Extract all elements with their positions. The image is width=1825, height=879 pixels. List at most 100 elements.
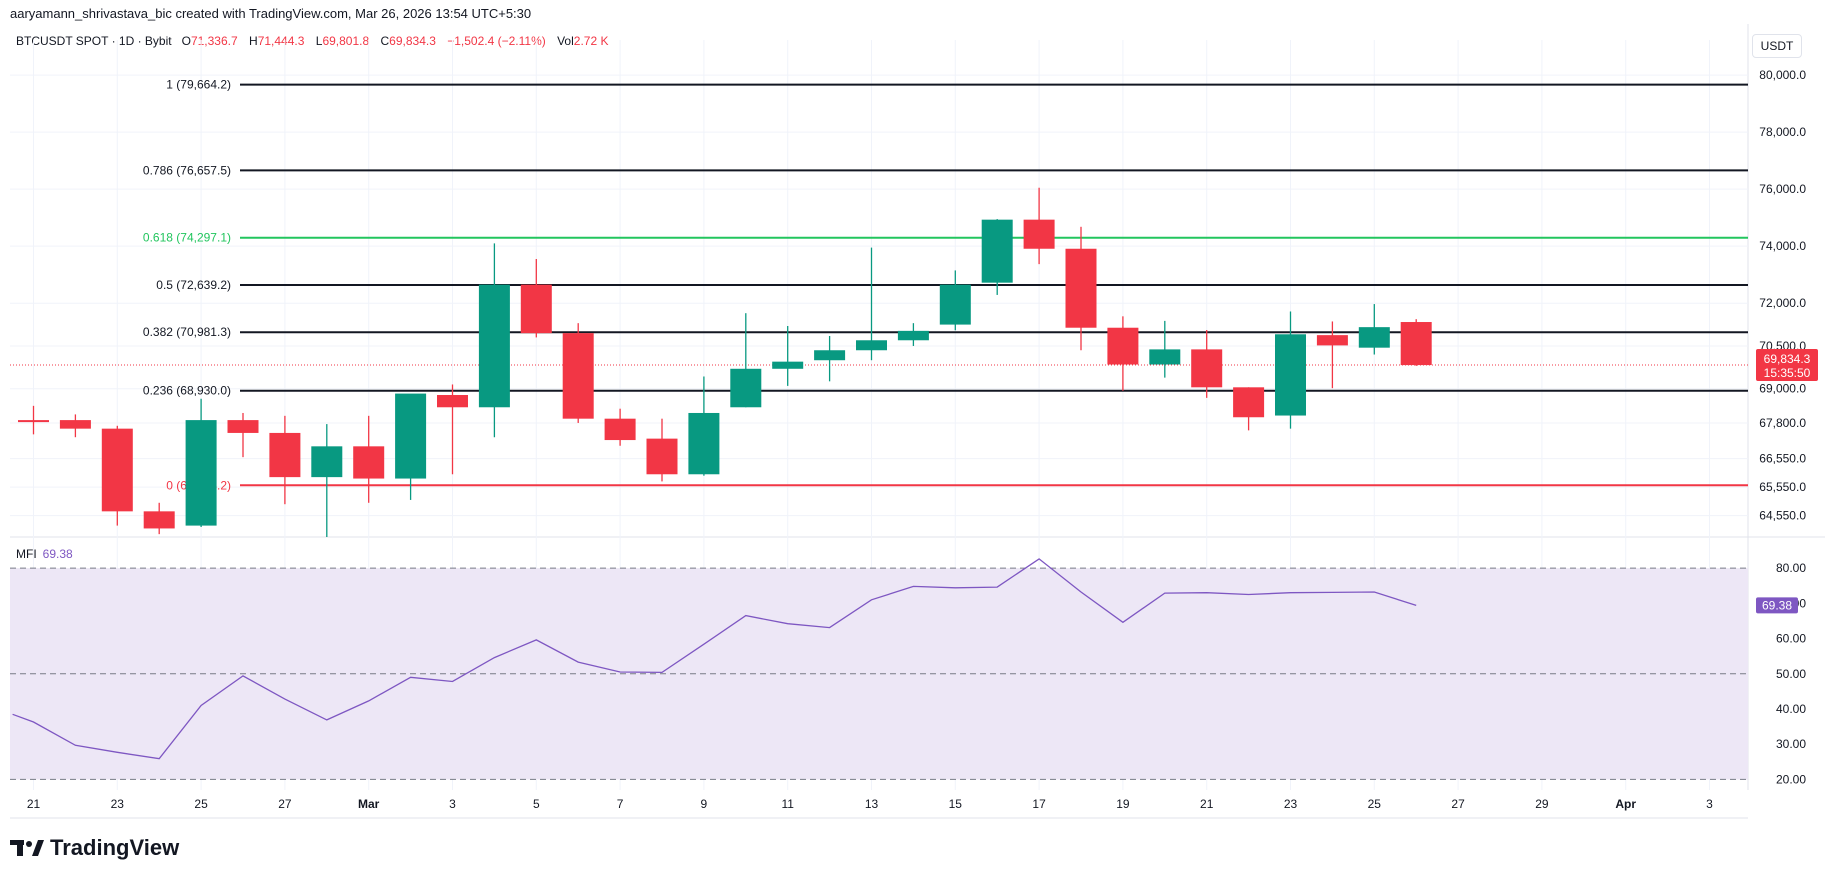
price-tick-label: 65,550.0 — [1759, 480, 1806, 494]
x-tick-label: Apr — [1615, 797, 1636, 811]
fib-level-label: 0.236 (68,930.0) — [143, 384, 231, 398]
x-tick-label: 5 — [533, 797, 540, 811]
fib-levels-layer: 1 (79,664.2) 0.786 (76,657.5) 0.618 (74,29… — [10, 78, 1748, 492]
candle-body — [1275, 334, 1306, 416]
mfi-layer — [12, 558, 1417, 760]
candle-body — [562, 333, 594, 419]
tradingview-logo-icon — [10, 840, 44, 856]
x-tick-label: 27 — [1451, 797, 1465, 811]
candle-body — [1358, 327, 1390, 348]
candle-body — [646, 438, 678, 475]
candle-body — [1149, 349, 1181, 365]
change-value: −1,502.4 (−2.11%) — [447, 34, 546, 48]
candle-body — [269, 432, 301, 478]
candle-body — [730, 368, 762, 408]
open-value: 71,336.7 — [190, 34, 238, 48]
candle-body — [1233, 387, 1265, 418]
symbol-legend: BTCUSDT SPOT · 1D · Bybit O71,336.7 H71,… — [16, 34, 616, 48]
x-tick-label: 15 — [949, 797, 963, 811]
price-tick-label: 64,550.0 — [1759, 509, 1806, 523]
high-value: 71,444.3 — [257, 34, 305, 48]
candle-body — [897, 330, 929, 341]
x-tick-label: 11 — [781, 797, 794, 811]
grid-layer — [10, 24, 1825, 819]
x-tick-label: 21 — [27, 797, 41, 811]
x-tick-label: 27 — [278, 797, 292, 811]
mfi-tick-label: 40.00 — [1776, 702, 1806, 716]
brand-name: TradingView — [50, 835, 180, 860]
x-tick-label: 17 — [1032, 797, 1046, 811]
candle-body — [772, 361, 804, 369]
low-value: 69,801.8 — [322, 34, 370, 48]
candle-body — [59, 420, 91, 429]
price-tick-label: 74,000.0 — [1759, 239, 1806, 253]
price-chart[interactable]: 1 (79,664.2) 0.786 (76,657.5) 0.618 (74,29… — [0, 0, 1825, 820]
fib-level-label: 0.618 (74,297.1) — [143, 231, 231, 245]
candle-body — [353, 446, 385, 479]
candle-body — [18, 420, 49, 423]
low-label: L — [315, 34, 323, 48]
x-tick-label: 3 — [449, 797, 456, 811]
candle-body — [1400, 322, 1432, 366]
candle-body — [1191, 349, 1223, 388]
price-tick-label: 72,000.0 — [1759, 296, 1806, 310]
candle-body — [1107, 327, 1139, 365]
mfi-tick-label: 30.00 — [1776, 737, 1806, 751]
candle-body — [143, 511, 175, 529]
price-tick-label: 69,000.0 — [1759, 382, 1806, 396]
mfi-label: MFI — [16, 547, 37, 561]
candle-body — [101, 428, 133, 512]
candle-body — [604, 418, 636, 441]
high-label: H — [249, 34, 258, 48]
mfi-tick-label: 80.00 — [1776, 561, 1806, 575]
candle-body — [856, 340, 887, 351]
fib-level-label: 1 (79,664.2) — [166, 78, 231, 92]
mfi-current-label: 69.38 — [1762, 598, 1792, 612]
candle-body — [1023, 219, 1055, 249]
currency-button[interactable]: USDT — [1752, 34, 1802, 58]
volume-value: 2.72 K — [573, 34, 609, 48]
volume-label: Vol — [557, 34, 574, 48]
x-tick-label: 19 — [1116, 797, 1130, 811]
candle-body — [939, 284, 971, 325]
fib-level-label: 0.382 (70,981.3) — [143, 325, 231, 339]
x-tick-label: 7 — [617, 797, 624, 811]
candle-body — [688, 412, 720, 475]
price-tick-label: 80,000.0 — [1759, 68, 1806, 82]
mfi-value: 69.38 — [42, 547, 73, 561]
candle-body — [520, 284, 552, 334]
x-tick-label: 25 — [1368, 797, 1382, 811]
mfi-tick-label: 20.00 — [1776, 772, 1806, 786]
x-tick-label: 3 — [1706, 797, 1713, 811]
price-tick-label: 66,550.0 — [1759, 452, 1806, 466]
mfi-series-line — [12, 558, 1417, 760]
candle-body — [814, 350, 846, 361]
candle-body — [478, 284, 510, 408]
close-value: 69,834.3 — [389, 34, 436, 48]
mfi-tick-label: 50.00 — [1776, 667, 1806, 681]
symbol-name[interactable]: BTCUSDT SPOT · 1D · Bybit — [16, 34, 172, 48]
candle-body — [185, 420, 217, 526]
current-price-tag — [1756, 348, 1818, 381]
candle-body — [311, 446, 343, 478]
x-tick-label: 25 — [194, 797, 208, 811]
x-tick-label: 9 — [701, 797, 708, 811]
creator-caption: aaryamann_shrivastava_bic created with T… — [10, 6, 532, 21]
x-tick-label: 23 — [1284, 797, 1298, 811]
fib-level-label: 0.5 (72,639.2) — [156, 278, 231, 292]
x-tick-label: 29 — [1535, 797, 1549, 811]
x-tick-label: 21 — [1200, 797, 1214, 811]
mfi-band-fill — [10, 568, 1748, 780]
tradingview-logo[interactable]: TradingView — [10, 833, 179, 863]
mfi-band-layer — [10, 567, 1748, 780]
fib-level-label: 0.786 (76,657.5) — [143, 163, 231, 177]
close-label: C — [380, 34, 390, 48]
price-tick-label: 76,000.0 — [1759, 182, 1806, 196]
candle-body — [395, 393, 427, 479]
price-tick-label: 78,000.0 — [1759, 125, 1806, 139]
candle-body — [1316, 335, 1348, 346]
x-tick-label: Mar — [358, 797, 380, 811]
mfi-tick-label: 60.00 — [1776, 632, 1806, 646]
candle-body — [437, 395, 468, 408]
x-tick-label: 23 — [111, 797, 125, 811]
